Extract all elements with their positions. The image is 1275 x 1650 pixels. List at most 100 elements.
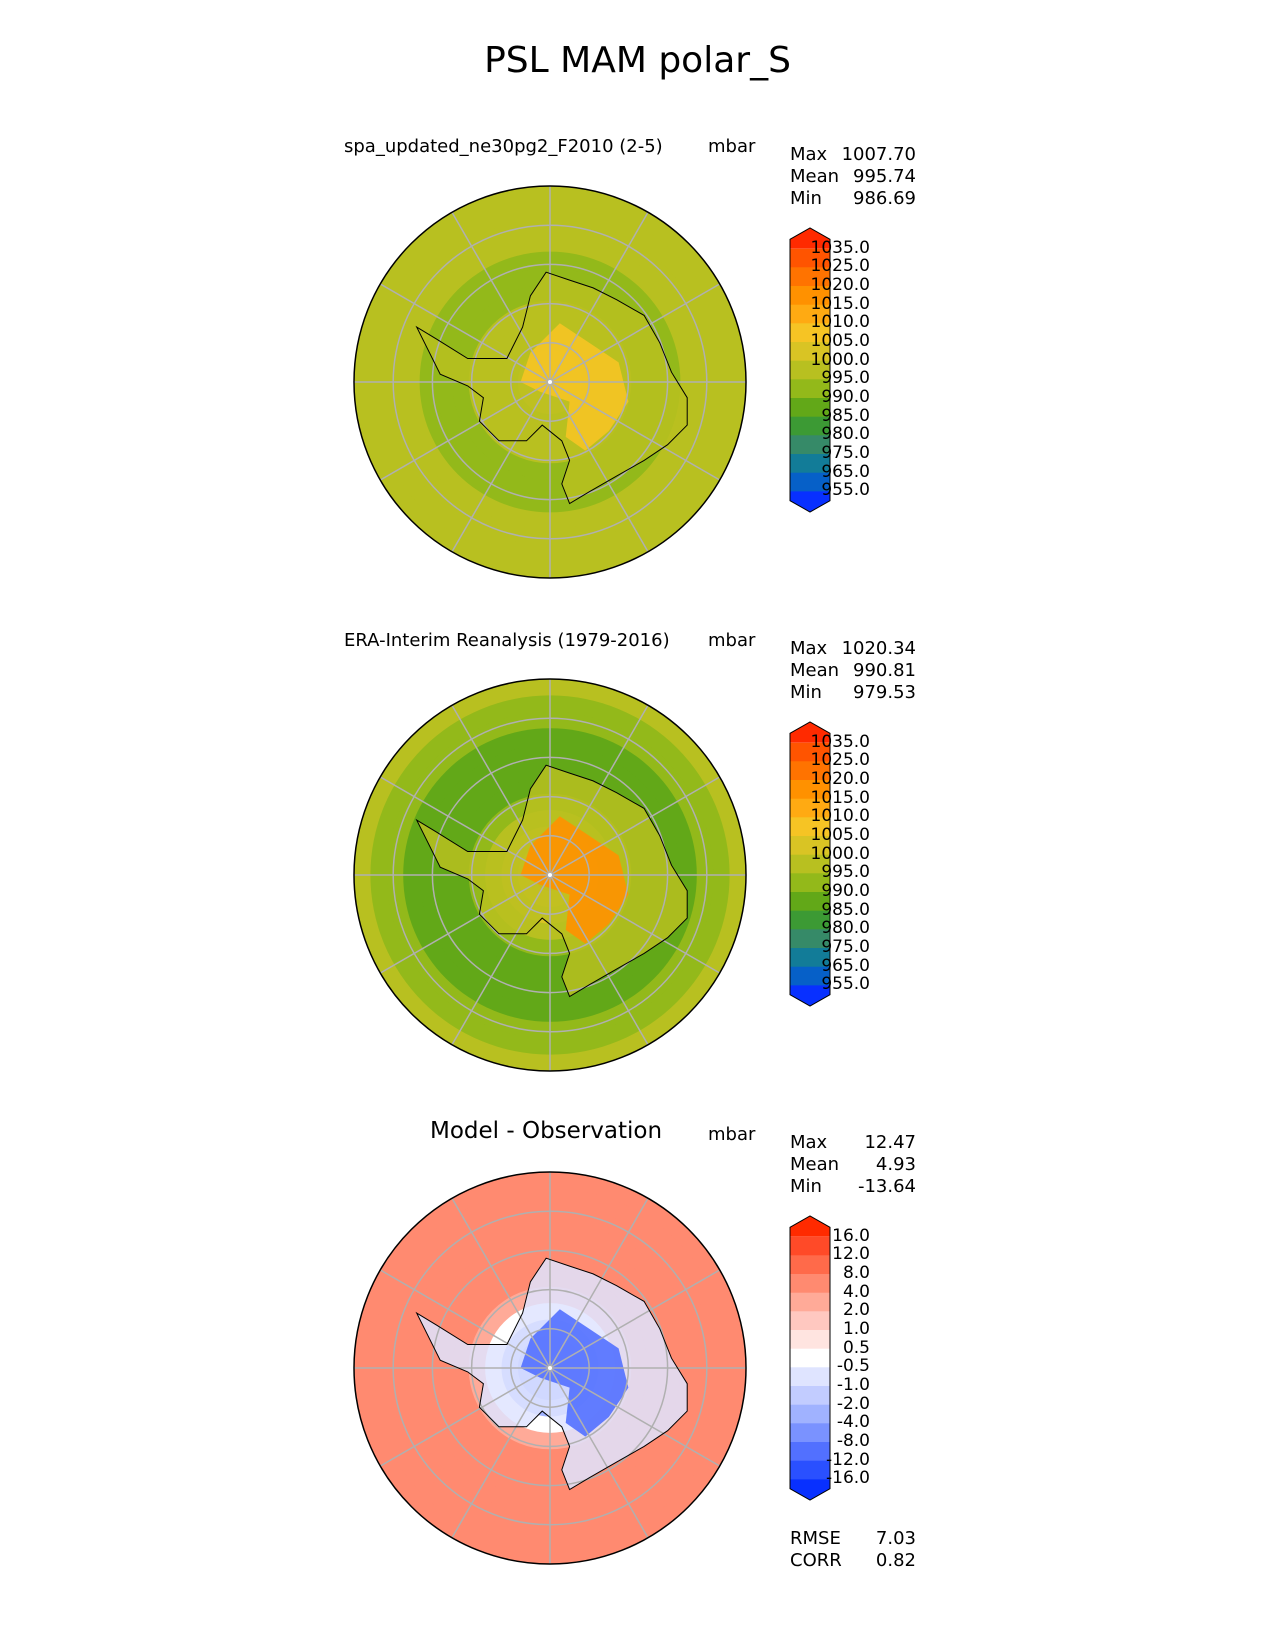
- colorbar-tick-label: 965.0: [821, 955, 870, 976]
- colorbar-segment: [790, 472, 830, 492]
- colorbar-segment: [790, 454, 830, 474]
- colorbar-tick-label: 990.0: [821, 387, 870, 407]
- stat-value: 986.69: [853, 188, 916, 209]
- meridian-gridline: [549, 704, 649, 876]
- colorbar-tick-label: 1025.0: [810, 750, 870, 771]
- colorbar-segment: [790, 1460, 830, 1480]
- map-border: [353, 1171, 747, 1565]
- colorbar-segment: [790, 1404, 830, 1424]
- colorbar-tick-label: 990.0: [821, 881, 870, 901]
- colorbar-segment: [790, 1292, 830, 1312]
- colorbar-segment: [790, 1236, 830, 1256]
- colorbar-extend-high: [790, 1216, 830, 1237]
- meridian-gridline: [549, 381, 649, 553]
- panel-2-colorbar: [789, 721, 831, 1007]
- colorbar-tick-label: -1.0: [836, 1375, 870, 1395]
- stat-value: 0.82: [875, 1550, 916, 1571]
- colorbar-segment: [790, 360, 830, 380]
- meridian-gridline: [379, 1367, 551, 1467]
- colorbar-tick-label: 1025.0: [810, 256, 870, 277]
- colorbar-segment: [790, 416, 830, 436]
- figure-title: PSL MAM polar_S: [484, 40, 791, 81]
- colorbar-tick-label: 16.0: [832, 1225, 870, 1246]
- meridian-gridline: [451, 1367, 551, 1539]
- continent-core-field: [520, 323, 629, 451]
- meridian-gridline: [451, 704, 551, 876]
- colorbar-tick-label: 1005.0: [810, 331, 870, 351]
- meridian-gridline: [451, 874, 551, 1046]
- meridian-gridline: [549, 1367, 721, 1467]
- meridian-gridline: [549, 283, 721, 383]
- colorbar-segment: [790, 873, 830, 893]
- colorbar-segment: [790, 1442, 830, 1462]
- panel-3-colorbar: [789, 1215, 831, 1501]
- colorbar-tick-label: 2.0: [842, 1300, 870, 1321]
- colorbar-segment: [790, 1348, 830, 1368]
- colorbar-tick-label: 975.0: [821, 937, 870, 957]
- colorbar-segment: [790, 435, 830, 455]
- meridian-gridline: [549, 776, 721, 876]
- stat-label: Max: [790, 638, 828, 659]
- colorbar-tick-label: 965.0: [821, 461, 870, 482]
- colorbar-segment: [790, 1311, 830, 1331]
- stat-value: 7.03: [875, 1528, 916, 1549]
- meridian-gridline: [549, 1269, 721, 1369]
- pole-marker: [548, 380, 552, 384]
- colorbar-tick-label: 1000.0: [810, 349, 870, 370]
- stat-value: 979.53: [853, 682, 916, 703]
- colorbar-tick-label: 8.0: [842, 1263, 870, 1283]
- colorbar-segment: [790, 798, 830, 818]
- colorbar-segment: [790, 342, 830, 362]
- colorbar-segment: [790, 304, 830, 324]
- colorbar-tick-label: -2.0: [836, 1393, 870, 1414]
- meridian-gridline: [549, 1197, 649, 1369]
- stat-label: Min: [790, 1176, 822, 1197]
- stat-value: -13.64: [857, 1176, 916, 1197]
- meridian-gridline: [451, 211, 551, 383]
- stat-label: CORR: [790, 1550, 842, 1571]
- colorbar-tick-label: 955.0: [821, 974, 870, 995]
- continent-core-field: [520, 816, 629, 944]
- stat-value: 12.47: [864, 1132, 916, 1153]
- colorbar-outline: [789, 1215, 831, 1501]
- colorbar-tick-label: 955.0: [821, 480, 870, 501]
- colorbar-extend-high: [790, 228, 830, 249]
- colorbar-segment: [790, 323, 830, 343]
- colorbar-tick-label: -8.0: [836, 1431, 870, 1451]
- stat-value: 1007.70: [841, 144, 916, 165]
- map-border: [353, 185, 747, 579]
- colorbar-tick-label: 995.0: [821, 862, 870, 883]
- panel-3-stats: Max 12.47 Mean 4.93 Min -13.64: [790, 1132, 916, 1198]
- meridian-gridline: [549, 381, 721, 481]
- colorbar-tick-label: 12.0: [832, 1244, 870, 1265]
- stat-value: 990.81: [853, 660, 916, 681]
- meridian-gridline: [549, 211, 649, 383]
- colorbar-tick-label: 1010.0: [810, 312, 870, 333]
- colorbar-segment: [790, 398, 830, 418]
- colorbar-tick-label: 1010.0: [810, 806, 870, 827]
- colorbar-tick-label: 985.0: [821, 899, 870, 920]
- panel-2-polar-map: [353, 678, 747, 1072]
- meridian-gridline: [379, 283, 551, 383]
- meridian-gridline: [379, 874, 551, 974]
- colorbar-extend-high: [790, 722, 830, 743]
- colorbar-outline: [789, 227, 831, 513]
- stat-label: RMSE: [790, 1528, 841, 1549]
- colorbar-tick-label: -4.0: [836, 1412, 870, 1433]
- stat-value: 1020.34: [841, 638, 916, 659]
- colorbar-segment: [790, 267, 830, 287]
- colorbar-segment: [790, 761, 830, 781]
- stat-value: 4.93: [875, 1154, 916, 1175]
- colorbar-segment: [790, 910, 830, 930]
- pole-marker: [548, 1366, 552, 1370]
- panel-1-units: mbar: [708, 136, 756, 157]
- panel-1-colorbar: [789, 227, 831, 513]
- meridian-gridline: [549, 1367, 649, 1539]
- continent-core-field: [520, 1309, 629, 1437]
- meridian-gridline: [379, 1269, 551, 1369]
- stat-label: Min: [790, 188, 822, 209]
- colorbar-extend-low: [790, 491, 830, 512]
- colorbar-outline: [789, 721, 831, 1007]
- colorbar-tick-label: 980.0: [821, 918, 870, 939]
- meridian-gridline: [549, 874, 721, 974]
